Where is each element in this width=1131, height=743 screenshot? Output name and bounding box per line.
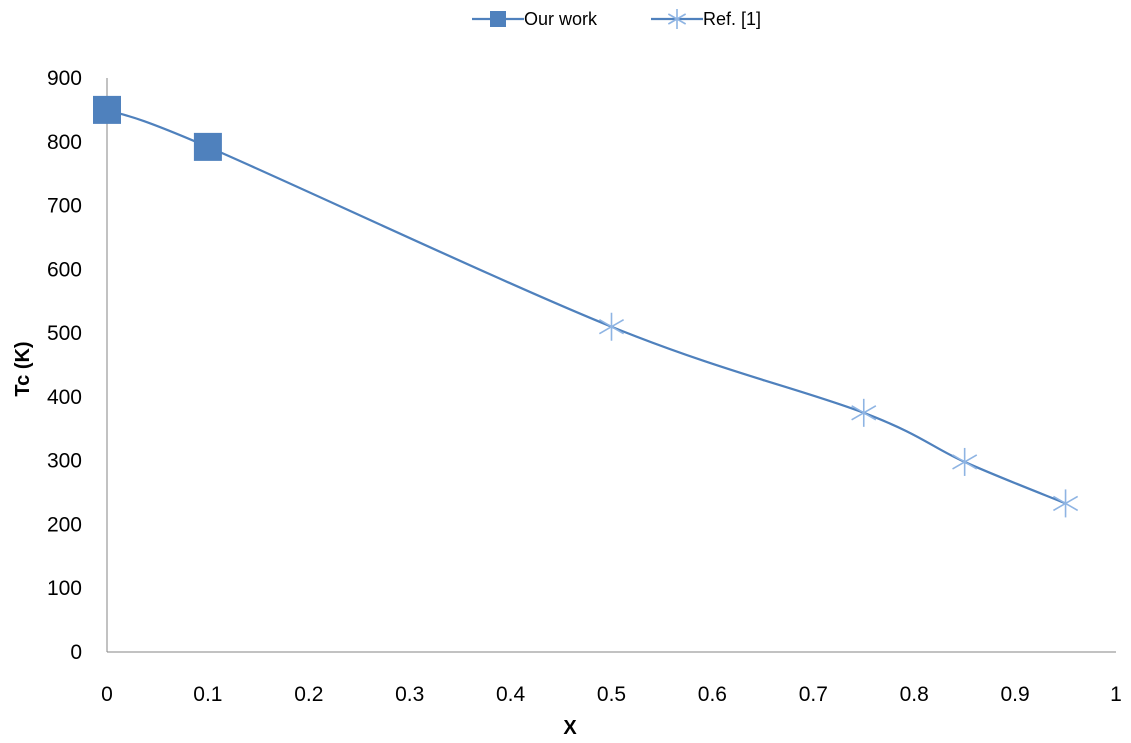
legend-item: Our work <box>472 9 598 29</box>
marker-layer <box>93 95 1079 518</box>
x-tick-label: 0.9 <box>1000 683 1029 706</box>
legend-item: Ref. [1] <box>651 9 761 29</box>
our-work-point <box>193 132 222 161</box>
y-tick-label: 600 <box>47 258 82 281</box>
y-tick-label: 900 <box>47 67 82 90</box>
ref-1-point <box>1053 489 1079 518</box>
x-tick-label: 0.2 <box>294 683 323 706</box>
x-tick-label: 0.3 <box>395 683 424 706</box>
x-axis-title: X <box>563 717 577 738</box>
tick-labels: 0 0.1 0.2 0.3 0.4 0.5 0.6 0.7 0.8 0.9 1 0 100 200 300 4… <box>47 67 1122 706</box>
y-tick-label: 800 <box>47 131 82 154</box>
y-tick-label: 400 <box>47 386 82 409</box>
ref-1-point <box>851 398 877 427</box>
our-work-point <box>93 95 121 124</box>
y-axis-title: Tc (K) <box>12 341 34 396</box>
x-tick-label: 0.7 <box>799 683 828 706</box>
x-tick-label: 0.6 <box>698 683 727 706</box>
legend-label: Our work <box>524 9 598 29</box>
x-tick-label: 0.8 <box>900 683 929 706</box>
ref-1-point <box>952 447 978 476</box>
legend-label: Ref. [1] <box>703 9 761 29</box>
legend-asterisk-marker <box>667 9 687 29</box>
x-tick-label: 0.1 <box>193 683 222 706</box>
y-tick-label: 200 <box>47 513 82 536</box>
ref-1-point <box>598 312 625 341</box>
curve-layer <box>106 108 1066 505</box>
x-tick-label: 0.5 <box>597 683 626 706</box>
y-tick-label: 300 <box>47 450 82 473</box>
x-tick-label: 0.4 <box>496 683 526 706</box>
y-tick-label: 700 <box>47 195 82 218</box>
y-tick-label: 0 <box>70 641 82 664</box>
y-tick-label: 100 <box>47 577 82 600</box>
legend: Our work Ref. [1] <box>472 9 761 29</box>
x-tick-label: 1 <box>1110 683 1122 706</box>
y-tick-label: 500 <box>47 322 82 345</box>
legend-square-marker <box>490 11 506 27</box>
axes <box>106 78 1116 653</box>
x-tick-label: 0 <box>101 683 113 706</box>
series-curve <box>106 108 1066 505</box>
